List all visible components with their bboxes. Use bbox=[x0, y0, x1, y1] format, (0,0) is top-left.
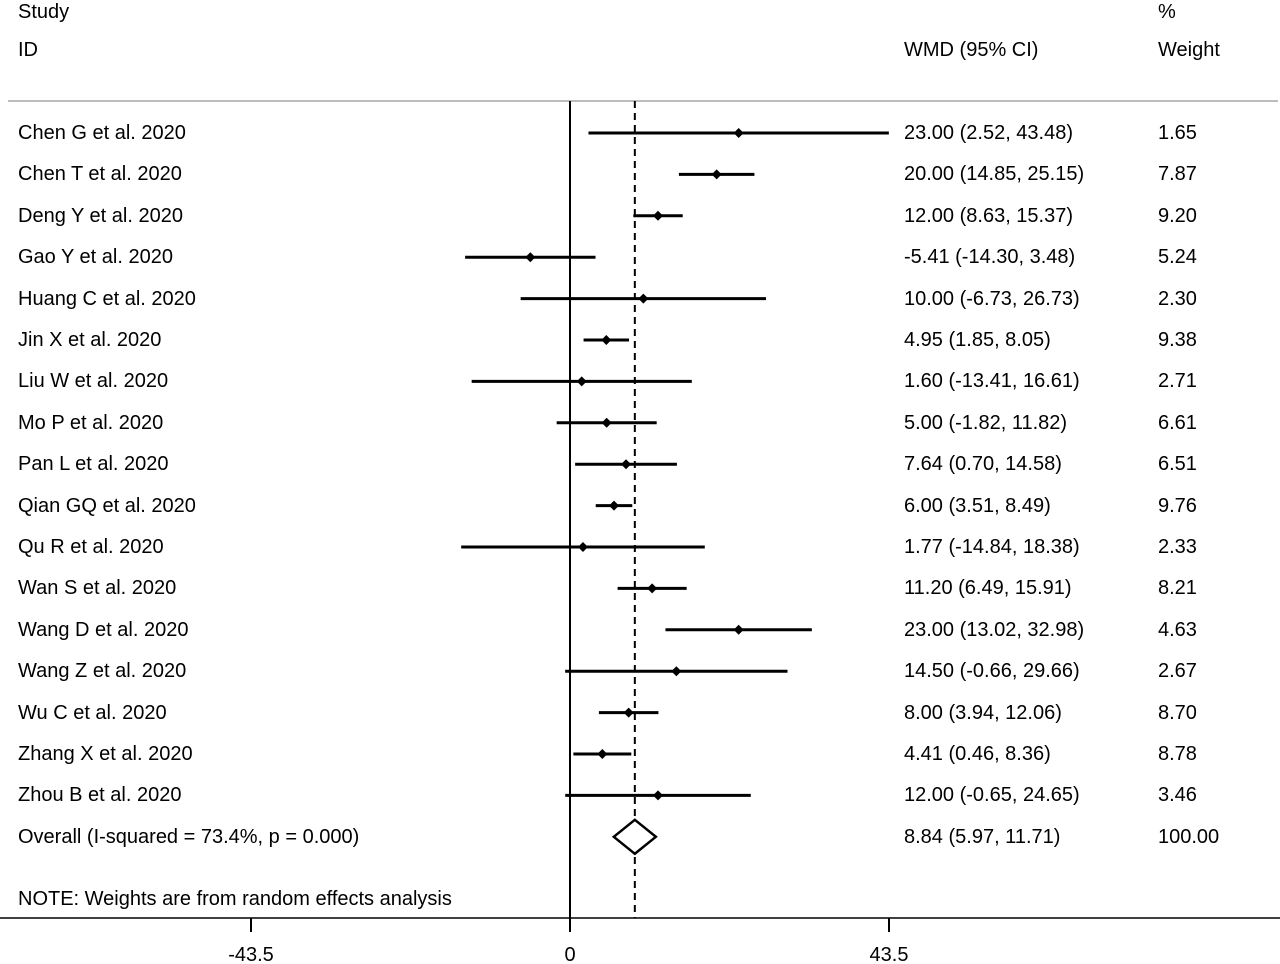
point-estimate-marker bbox=[733, 624, 744, 635]
weight-text: 2.67 bbox=[1158, 660, 1197, 683]
weight-text: 2.33 bbox=[1158, 536, 1197, 558]
study-label: Mo P et al. 2020 bbox=[18, 411, 164, 434]
overall-label: Overall (I-squared = 73.4%, p = 0.000) bbox=[18, 825, 360, 848]
effect-ci-text: 1.60 (-13.41, 16.61) bbox=[904, 370, 1080, 393]
header-study-label: Study bbox=[18, 1, 70, 23]
study-label: Qu R et al. 2020 bbox=[18, 536, 164, 558]
effect-ci-text: 12.00 (8.63, 15.37) bbox=[904, 204, 1074, 227]
effect-ci-text: 23.00 (13.02, 32.98) bbox=[904, 618, 1085, 641]
weight-text: 6.61 bbox=[1158, 411, 1197, 434]
effect-ci-text: 10.00 (-6.73, 26.73) bbox=[904, 287, 1080, 310]
point-estimate-marker bbox=[577, 542, 588, 552]
effect-ci-text: 1.77 (-14.84, 18.38) bbox=[904, 536, 1080, 558]
point-estimate-marker bbox=[653, 790, 663, 801]
point-estimate-marker bbox=[711, 169, 722, 180]
weight-text: 2.30 bbox=[1158, 287, 1197, 310]
effect-ci-text: 7.64 (0.70, 14.58) bbox=[904, 453, 1062, 476]
study-label: Deng Y et al. 2020 bbox=[18, 204, 183, 227]
weight-text: 7.87 bbox=[1158, 163, 1197, 186]
weight-text: 4.63 bbox=[1158, 618, 1197, 641]
point-estimate-marker bbox=[601, 417, 612, 428]
effect-ci-text: 4.95 (1.85, 8.05) bbox=[904, 329, 1051, 351]
weight-text: 8.21 bbox=[1158, 577, 1197, 600]
point-estimate-marker bbox=[671, 666, 682, 677]
header-id-label: ID bbox=[18, 39, 38, 61]
study-label: Wang Z et al. 2020 bbox=[18, 660, 187, 683]
point-estimate-marker bbox=[609, 500, 619, 511]
note-text: NOTE: Weights are from random effects an… bbox=[18, 888, 452, 910]
weight-text: 2.71 bbox=[1158, 370, 1197, 393]
effect-ci-text: 4.41 (0.46, 8.36) bbox=[904, 743, 1051, 765]
point-estimate-marker bbox=[623, 707, 634, 718]
effect-ci-text: 20.00 (14.85, 25.15) bbox=[904, 163, 1085, 186]
point-estimate-marker bbox=[653, 210, 663, 221]
study-label: Zhang X et al. 2020 bbox=[18, 743, 193, 765]
point-estimate-marker bbox=[647, 583, 658, 594]
study-label: Zhou B et al. 2020 bbox=[18, 784, 182, 807]
effect-ci-text: 12.00 (-0.65, 24.65) bbox=[904, 784, 1080, 807]
weight-text: 1.65 bbox=[1158, 122, 1197, 144]
effect-ci-text: 11.20 (6.49, 15.91) bbox=[904, 577, 1072, 600]
point-estimate-marker bbox=[525, 252, 536, 263]
overall-ci-text: 8.84 (5.97, 11.71) bbox=[904, 825, 1061, 848]
study-label: Liu W et al. 2020 bbox=[18, 370, 169, 393]
study-label: Huang C et al. 2020 bbox=[18, 287, 196, 310]
weight-text: 5.24 bbox=[1158, 246, 1197, 269]
effect-ci-text: 5.00 (-1.82, 11.82) bbox=[904, 411, 1068, 434]
header-weight-label: Weight bbox=[1158, 39, 1220, 61]
study-label: Wang D et al. 2020 bbox=[18, 618, 189, 641]
point-estimate-marker bbox=[576, 376, 587, 387]
study-label: Wan S et al. 2020 bbox=[18, 577, 177, 600]
x-tick-label: -43.5 bbox=[228, 944, 274, 964]
effect-ci-text: 8.00 (3.94, 12.06) bbox=[904, 701, 1062, 724]
study-label: Chen G et al. 2020 bbox=[18, 122, 186, 144]
study-label: Qian GQ et al. 2020 bbox=[18, 494, 196, 517]
weight-text: 9.76 bbox=[1158, 494, 1197, 517]
point-estimate-marker bbox=[733, 128, 744, 138]
overall-diamond bbox=[611, 818, 658, 856]
x-tick-label: 43.5 bbox=[870, 944, 909, 964]
effect-ci-text: 23.00 (2.52, 43.48) bbox=[904, 122, 1074, 144]
effect-ci-text: 14.50 (-0.66, 29.66) bbox=[904, 660, 1080, 683]
weight-text: 8.78 bbox=[1158, 743, 1197, 765]
study-label: Wu C et al. 2020 bbox=[18, 701, 167, 724]
weight-text: 9.38 bbox=[1158, 329, 1197, 351]
point-estimate-marker bbox=[601, 335, 612, 345]
weight-text: 3.46 bbox=[1158, 784, 1197, 807]
point-estimate-marker bbox=[621, 459, 632, 470]
point-estimate-marker bbox=[638, 293, 649, 304]
weight-text: 9.20 bbox=[1158, 204, 1197, 227]
study-label: Pan L et al. 2020 bbox=[18, 453, 169, 476]
study-label: Chen T et al. 2020 bbox=[18, 163, 182, 186]
weight-text: 6.51 bbox=[1158, 453, 1197, 476]
study-label: Gao Y et al. 2020 bbox=[18, 246, 173, 269]
effect-ci-text: 6.00 (3.51, 8.49) bbox=[904, 494, 1051, 517]
overall-weight-text: 100.00 bbox=[1158, 825, 1220, 848]
weight-text: 8.70 bbox=[1158, 701, 1197, 724]
study-label: Jin X et al. 2020 bbox=[18, 329, 162, 351]
x-tick-label: 0 bbox=[564, 944, 575, 964]
point-estimate-marker bbox=[597, 749, 608, 759]
effect-ci-text: -5.41 (-14.30, 3.48) bbox=[904, 246, 1076, 269]
header-effect-label: WMD (95% CI) bbox=[904, 39, 1039, 61]
header-percent-label: % bbox=[1158, 1, 1176, 23]
